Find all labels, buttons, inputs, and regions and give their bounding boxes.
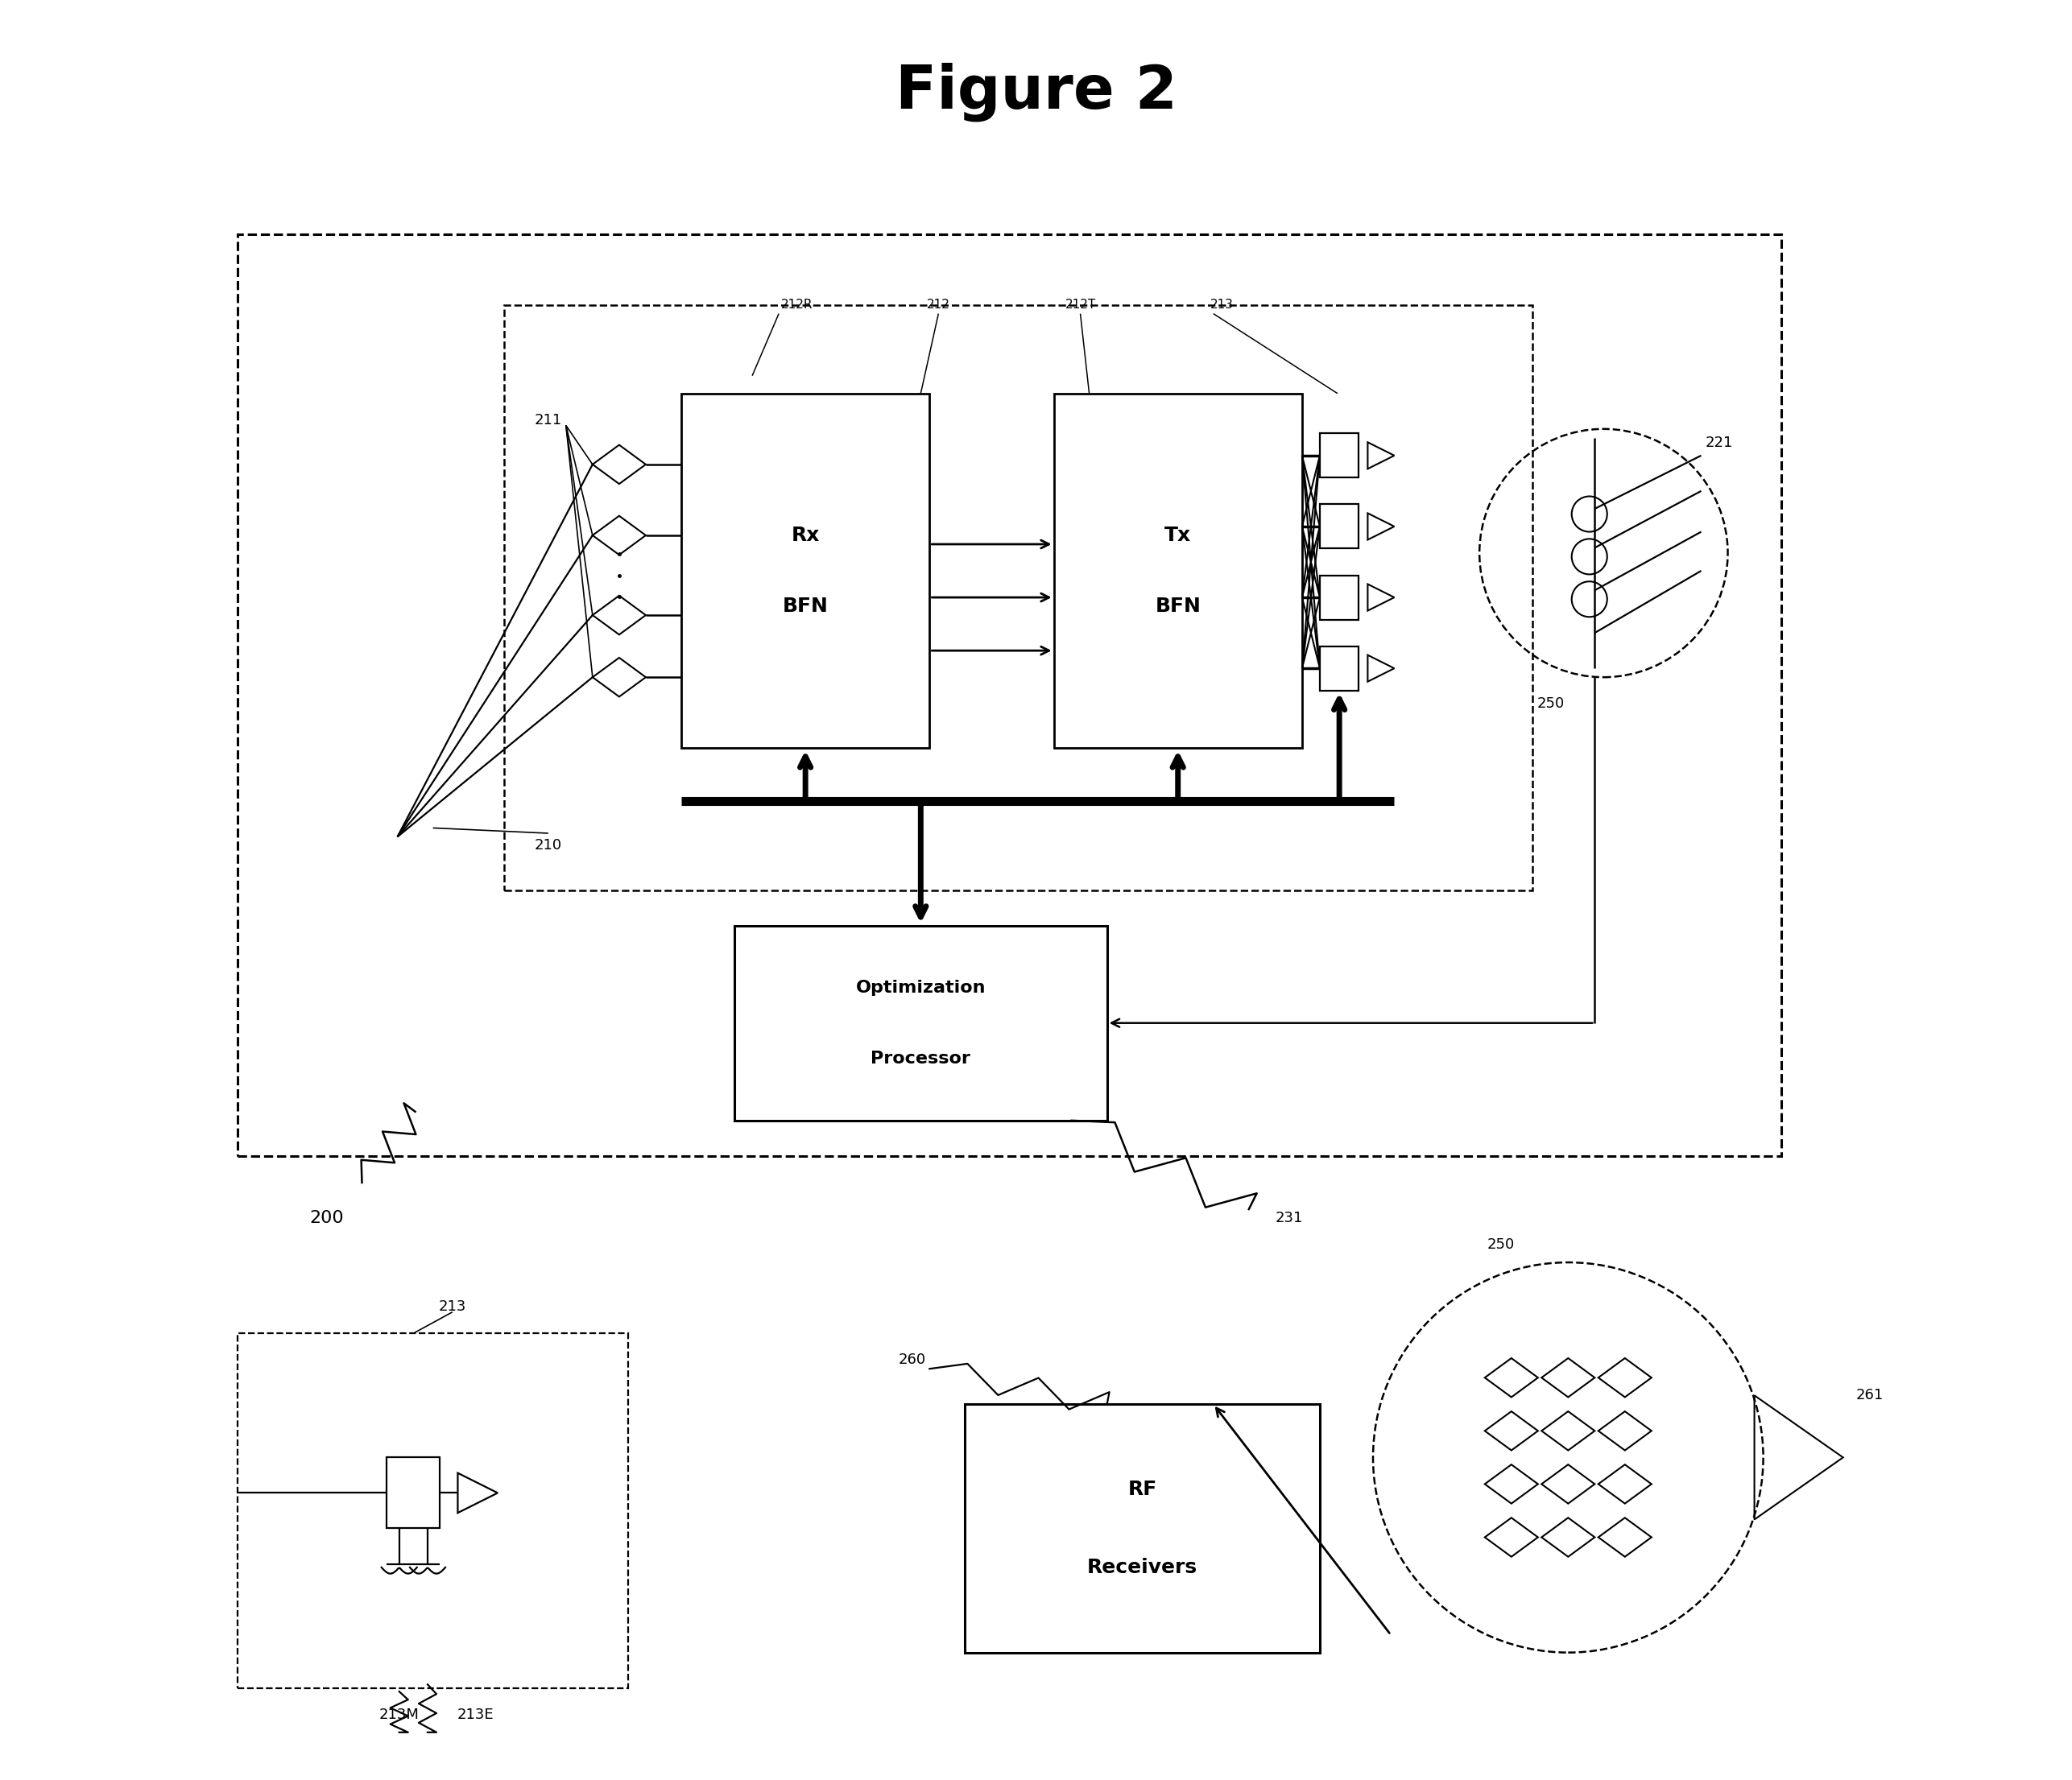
Text: BFN: BFN [783, 596, 829, 616]
Text: 211: 211 [535, 413, 562, 427]
Text: Optimization: Optimization [856, 979, 986, 995]
Text: 221: 221 [1705, 436, 1732, 450]
Bar [1055, 393, 1301, 748]
Text: Processor: Processor [870, 1050, 970, 1066]
Text: 200: 200 [309, 1210, 344, 1226]
Text: 231: 231 [1276, 1210, 1303, 1225]
Bar [966, 1404, 1320, 1652]
Text: BFN: BFN [1154, 596, 1202, 616]
Text: 250: 250 [1537, 696, 1564, 710]
Text: 261: 261 [1857, 1388, 1883, 1403]
Text: 212R: 212R [781, 299, 812, 312]
Text: 213: 213 [439, 1299, 466, 1314]
Text: 260: 260 [897, 1353, 926, 1367]
Text: 212: 212 [926, 299, 951, 312]
Bar [1320, 575, 1359, 619]
Bar [238, 233, 1782, 1155]
Text: Rx: Rx [792, 525, 821, 545]
Text: 250: 250 [1488, 1237, 1515, 1251]
Text: Tx: Tx [1164, 525, 1191, 545]
Text: 213: 213 [1210, 299, 1235, 312]
Bar [682, 393, 930, 748]
Text: 213M: 213M [379, 1707, 419, 1721]
Bar [1320, 646, 1359, 691]
Bar [238, 1333, 628, 1687]
Text: 213E: 213E [458, 1707, 493, 1721]
Bar [503, 304, 1533, 890]
Text: Receivers: Receivers [1088, 1558, 1198, 1577]
Bar [1320, 433, 1359, 477]
Bar [733, 926, 1106, 1121]
Bar [1320, 504, 1359, 548]
Bar [387, 1458, 439, 1529]
Text: 210: 210 [535, 838, 562, 853]
Text: Figure 2: Figure 2 [895, 62, 1177, 121]
Text: 212T: 212T [1065, 299, 1096, 312]
Text: RF: RF [1127, 1479, 1156, 1499]
